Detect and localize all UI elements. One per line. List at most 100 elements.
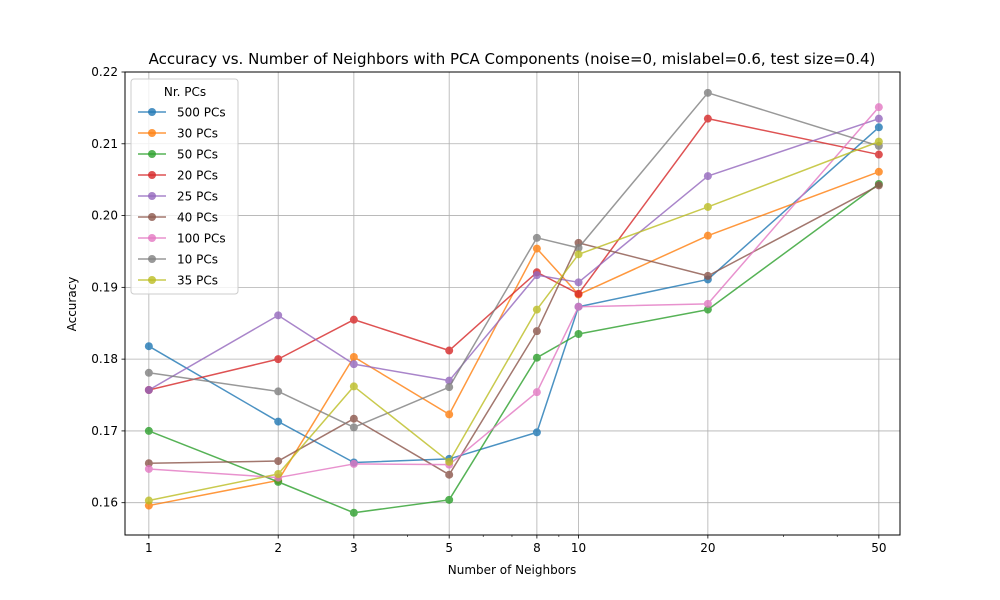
data-point — [144, 459, 153, 468]
legend-marker — [148, 129, 156, 137]
x-tick-label: 2 — [274, 541, 282, 555]
y-tick-label: 0.18 — [91, 352, 118, 366]
data-point — [445, 457, 454, 466]
y-tick-label: 0.17 — [91, 424, 118, 438]
data-point — [574, 278, 583, 287]
data-point — [274, 387, 283, 396]
y-tick-label: 0.16 — [91, 496, 118, 510]
data-point — [349, 508, 358, 517]
x-tick-label: 5 — [445, 541, 453, 555]
x-axis: 1 2 3 5 8 10 20 50 — [145, 535, 886, 555]
data-point — [144, 368, 153, 377]
data-point — [144, 464, 153, 473]
data-point — [144, 342, 153, 351]
data-point — [703, 172, 712, 181]
data-point — [574, 289, 583, 298]
y-tick-label: 0.19 — [91, 280, 118, 294]
data-point — [532, 244, 541, 253]
legend-entry: 100 PCs — [138, 232, 226, 246]
legend-entry: 500 PCs — [138, 106, 226, 120]
data-point — [349, 414, 358, 423]
x-tick-label: 10 — [571, 541, 586, 555]
legend-entry: 50 PCs — [138, 148, 218, 162]
legend-entry: 10 PCs — [138, 253, 218, 267]
legend-marker — [148, 213, 156, 221]
legend-title: Nr. PCs — [164, 85, 206, 99]
data-point — [274, 355, 283, 364]
series-line — [148, 117, 880, 391]
legend-label: 20 PCs — [177, 169, 218, 183]
data-point — [144, 426, 153, 435]
legend-label: 35 PCs — [177, 274, 218, 288]
data-point — [349, 423, 358, 432]
data-point — [874, 150, 883, 159]
y-tick-label: 0.21 — [91, 137, 118, 151]
legend-label: 10 PCs — [177, 253, 218, 267]
legend-entry: 35 PCs — [138, 274, 218, 288]
data-point — [274, 457, 283, 466]
data-point — [144, 385, 153, 394]
series-35-pcs — [144, 137, 883, 505]
legend-entry: 20 PCs — [138, 169, 218, 183]
y-tick-label: 0.20 — [91, 209, 118, 223]
data-point — [532, 327, 541, 336]
data-point — [703, 299, 712, 308]
data-point — [874, 103, 883, 112]
data-point — [874, 181, 883, 190]
legend-marker — [148, 171, 156, 179]
legend-marker — [148, 255, 156, 263]
legend-marker — [148, 150, 156, 158]
data-point — [703, 271, 712, 280]
legend-marker — [148, 192, 156, 200]
data-point — [874, 167, 883, 176]
data-point — [574, 250, 583, 259]
data-point — [574, 302, 583, 311]
data-point — [574, 330, 583, 339]
x-tick-label: 8 — [533, 541, 541, 555]
data-point — [445, 495, 454, 504]
legend-entry: 40 PCs — [138, 211, 218, 225]
data-point — [874, 123, 883, 132]
data-point — [874, 114, 883, 123]
legend-marker — [148, 276, 156, 284]
data-point — [445, 470, 454, 479]
series-layer — [144, 88, 883, 517]
data-point — [532, 428, 541, 437]
data-point — [274, 469, 283, 478]
data-point — [445, 383, 454, 392]
legend-entry: 25 PCs — [138, 190, 218, 204]
x-tick-label: 20 — [700, 541, 715, 555]
y-axis: 0.16 0.17 0.18 0.19 0.20 0.21 0.22 — [91, 65, 125, 510]
legend: Nr. PCs 500 PCs 30 PCs 50 PCs 20 PCs 25 PCs 4… — [130, 78, 239, 295]
data-point — [532, 233, 541, 242]
data-point — [349, 315, 358, 324]
series-25-pcs — [144, 114, 883, 394]
data-point — [532, 305, 541, 314]
data-point — [532, 271, 541, 280]
data-point — [274, 311, 283, 320]
data-point — [445, 410, 454, 419]
legend-label: 40 PCs — [177, 211, 218, 225]
legend-label: 25 PCs — [177, 190, 218, 204]
x-axis-label: Number of Neighbors — [448, 563, 576, 577]
series-line — [148, 140, 880, 502]
series-line — [148, 92, 880, 429]
series-line — [148, 184, 880, 476]
legend-marker — [148, 234, 156, 242]
data-point — [703, 202, 712, 211]
data-point — [532, 388, 541, 397]
legend-entry: 30 PCs — [138, 127, 218, 141]
plot-frame — [124, 71, 901, 536]
data-point — [874, 137, 883, 146]
data-point — [703, 114, 712, 123]
series-line — [148, 126, 880, 464]
data-point — [349, 382, 358, 391]
data-point — [349, 352, 358, 361]
legend-label: 50 PCs — [177, 148, 218, 162]
data-point — [574, 243, 583, 252]
data-point — [703, 305, 712, 314]
legend-label: 500 PCs — [177, 106, 226, 120]
data-point — [349, 360, 358, 369]
legend-label: 30 PCs — [177, 127, 218, 141]
y-axis-label: Accuracy — [65, 277, 79, 332]
